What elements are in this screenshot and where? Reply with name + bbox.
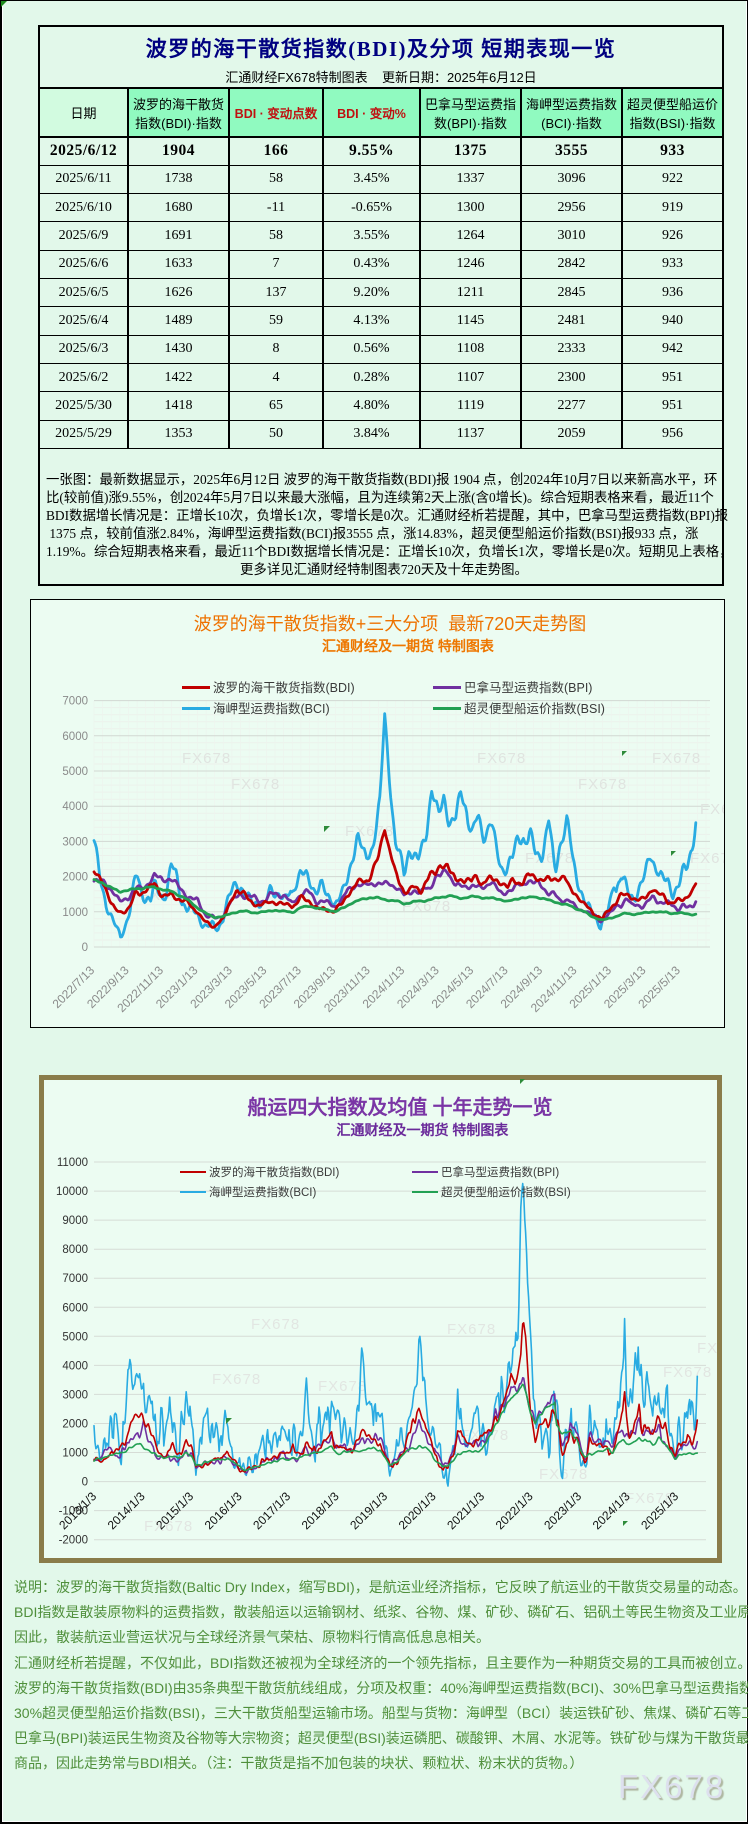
svg-text:FX678: FX678 <box>318 1378 367 1395</box>
svg-text:4000: 4000 <box>62 1360 88 1372</box>
svg-text:FX678: FX678 <box>690 850 724 867</box>
svg-text:2000: 2000 <box>62 872 88 884</box>
svg-text:FX678: FX678 <box>652 750 701 767</box>
svg-text:FX678: FX678 <box>625 1490 674 1507</box>
svg-text:1000: 1000 <box>62 1448 88 1460</box>
svg-text:6000: 6000 <box>62 1302 88 1314</box>
svg-text:2000: 2000 <box>62 1419 88 1431</box>
svg-text:9000: 9000 <box>62 1215 88 1227</box>
svg-text:FX678: FX678 <box>182 750 231 767</box>
svg-text:0: 0 <box>82 1477 88 1489</box>
svg-text:0: 0 <box>82 942 88 954</box>
svg-text:3000: 3000 <box>62 1389 88 1401</box>
svg-text:8000: 8000 <box>62 1244 88 1256</box>
svg-text:6000: 6000 <box>62 731 88 743</box>
svg-text:FX678: FX678 <box>700 801 724 818</box>
svg-text:FX678: FX678 <box>697 1340 717 1357</box>
svg-text:7000: 7000 <box>62 1273 88 1285</box>
svg-text:FX678: FX678 <box>231 776 280 793</box>
svg-text:1000: 1000 <box>62 907 88 919</box>
svg-text:FX678: FX678 <box>578 776 627 793</box>
svg-text:3000: 3000 <box>62 836 88 848</box>
svg-text:FX678: FX678 <box>663 1364 712 1381</box>
svg-text:5000: 5000 <box>62 1331 88 1343</box>
svg-text:7000: 7000 <box>62 696 88 708</box>
svg-text:FX678: FX678 <box>251 1316 300 1333</box>
svg-text:4000: 4000 <box>62 801 88 813</box>
svg-text:11000: 11000 <box>57 1157 88 1169</box>
svg-text:FX678: FX678 <box>144 1518 193 1535</box>
svg-text:FX678: FX678 <box>477 750 526 767</box>
svg-text:FX678: FX678 <box>212 1371 261 1388</box>
svg-text:-1000: -1000 <box>59 1506 88 1518</box>
svg-text:FX678: FX678 <box>447 1321 496 1338</box>
svg-text:10000: 10000 <box>56 1186 88 1198</box>
svg-text:5000: 5000 <box>62 766 88 778</box>
svg-text:FX678: FX678 <box>525 850 574 867</box>
svg-text:-2000: -2000 <box>59 1535 88 1547</box>
